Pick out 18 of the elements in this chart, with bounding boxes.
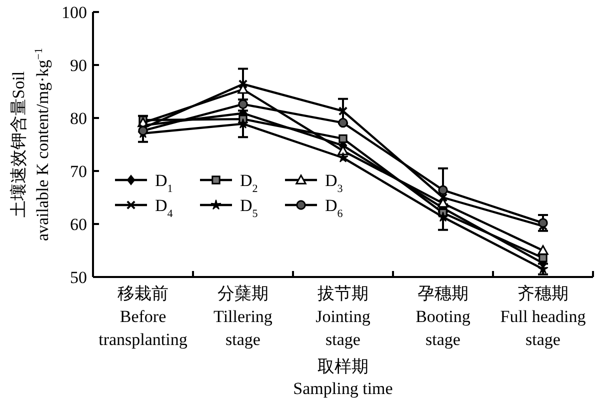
y-tick-label: 90 <box>70 56 87 75</box>
legend-label: D$_{4}$ <box>155 196 174 220</box>
legend-label: D$_{5}$ <box>240 196 258 220</box>
x-tick-label: 齐穗期 Full heading stage <box>500 284 586 349</box>
legend-label: D$_{1}$ <box>155 171 173 195</box>
x-tick-label: 分蘖期 Tillering stage <box>214 284 273 349</box>
x-axis-title: 取样期 Sampling time <box>293 357 393 398</box>
y-tick-label: 60 <box>70 215 87 234</box>
legend-label: D$_{6}$ <box>325 196 344 220</box>
y-tick-label: 80 <box>70 109 87 128</box>
y-tick-label: 100 <box>62 3 87 22</box>
y-tick-label: 70 <box>70 162 87 181</box>
y-tick-label: 50 <box>70 268 87 287</box>
legend-label: D$_{3}$ <box>325 171 344 195</box>
x-tick-label: 孕穗期 Booting stage <box>416 284 471 349</box>
x-tick-label: 拔节期 Jointing stage <box>316 284 371 349</box>
x-tick-label: 移栽前 Before transplanting <box>98 284 188 349</box>
legend-label: D$_{2}$ <box>240 171 258 195</box>
